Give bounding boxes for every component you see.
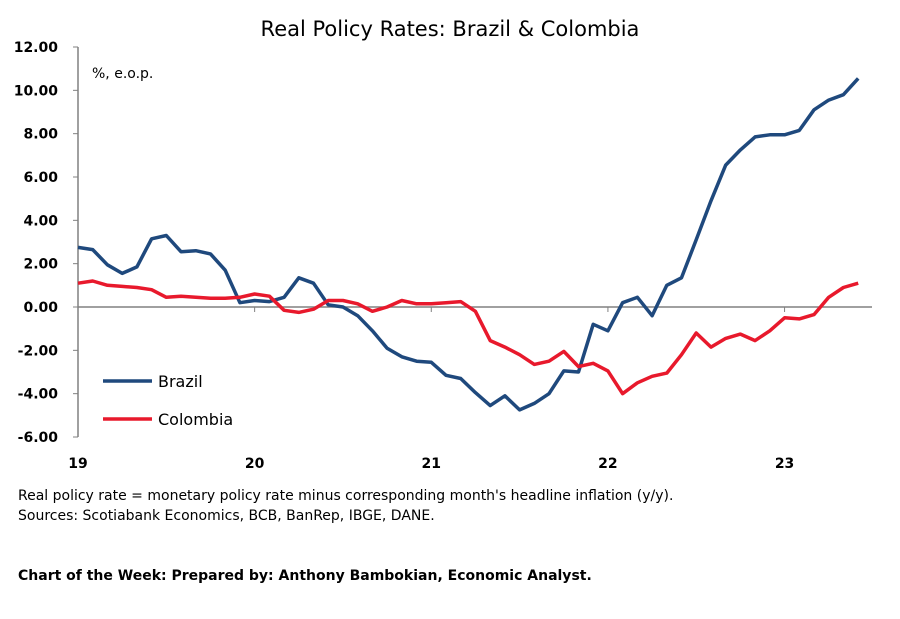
y-tick-label: 2.00 — [23, 257, 58, 273]
series-line-colombia — [77, 279, 859, 396]
x-tick-label: 21 — [422, 456, 441, 472]
y-tick-label: -4.00 — [18, 387, 59, 403]
unit-label: %, e.o.p. — [92, 66, 153, 82]
line-chart: Real Policy Rates: Brazil & Colombia %, e… — [14, 17, 872, 472]
footer-credit: Chart of the Week: Prepared by: Anthony … — [18, 568, 592, 584]
y-tick-label: 4.00 — [23, 213, 58, 229]
y-tick-label: 0.00 — [23, 300, 58, 316]
y-tick-label: -2.00 — [18, 343, 59, 359]
definition-note: Real policy rate = monetary policy rate … — [18, 488, 674, 504]
y-tick-label: 10.00 — [14, 83, 59, 99]
y-tick-label: -6.00 — [18, 430, 59, 446]
legend-label-brazil: Brazil — [158, 372, 203, 391]
chart-title: Real Policy Rates: Brazil & Colombia — [261, 17, 640, 41]
y-tick-label: 6.00 — [23, 170, 58, 186]
y-tick-label: 12.00 — [14, 40, 59, 56]
y-tick-label: 8.00 — [23, 127, 58, 143]
series-line-brazil — [77, 77, 860, 412]
x-tick-label: 20 — [245, 456, 265, 472]
sources-note: Sources: Scotiabank Economics, BCB, BanR… — [18, 508, 435, 524]
x-tick-label: 23 — [775, 456, 794, 472]
x-tick-label: 22 — [598, 456, 617, 472]
legend-label-colombia: Colombia — [158, 410, 233, 429]
x-tick-label: 19 — [68, 456, 87, 472]
